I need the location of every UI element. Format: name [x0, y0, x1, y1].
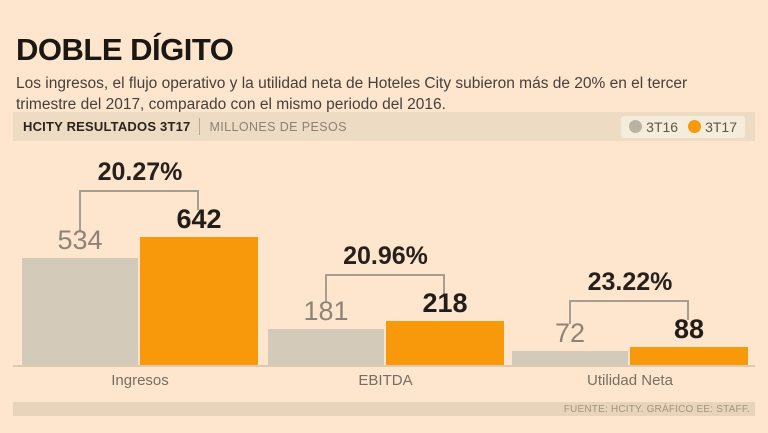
change-percent-label: 20.96%: [343, 241, 428, 270]
chart-header-label: HCITY RESULTADOS 3T17: [23, 119, 191, 134]
bracket-left-leg: [325, 274, 327, 302]
change-bracket: [325, 274, 445, 302]
legend-label-3t17: 3T17: [705, 118, 737, 135]
change-percent-label: 23.22%: [587, 267, 673, 296]
chart-baseline: [13, 365, 755, 367]
bar-3t16: [22, 258, 138, 365]
category-label: Ingresos: [111, 372, 169, 389]
source-credit: FUENTE: HCITY. GRÁFICO EE: STAFF.: [563, 403, 750, 415]
legend-dot-orange-icon: [688, 120, 702, 133]
bar-3t17: [630, 347, 748, 365]
bracket-right-leg: [197, 190, 199, 210]
page-title: DOBLE DÍGITO: [16, 31, 234, 67]
bar-3t17: [140, 237, 258, 365]
category-label: EBITDA: [358, 372, 413, 389]
bar-3t17: [386, 321, 504, 365]
bar-group-ingresos: 20.27% 534 642 Ingresos: [22, 150, 258, 393]
bracket-right-leg: [443, 274, 445, 294]
value-label-3t17: 642: [176, 204, 222, 234]
legend-item-3t16: 3T16: [629, 119, 678, 135]
change-percent-label: 20.27%: [97, 157, 183, 186]
bar-3t16: [268, 329, 384, 365]
bracket-left-leg: [79, 190, 81, 231]
legend-label-3t16: 3T16: [646, 118, 679, 135]
bar-group-utilidad-neta: 23.22% 72 88 Utilidad Neta: [512, 150, 748, 393]
value-label-3t17: 88: [673, 314, 705, 344]
legend: 3T16 3T17: [621, 115, 745, 138]
category-label: Utilidad Neta: [587, 372, 673, 389]
source-strip: FUENTE: HCITY. GRÁFICO EE: STAFF.: [13, 402, 755, 416]
chart-header-strip: HCITY RESULTADOS 3T17 MILLONES DE PESOS …: [13, 112, 755, 141]
bar-chart: 20.27% 534 642 Ingresos 20.96% 181 218 E…: [13, 150, 755, 393]
header-divider: [199, 118, 201, 135]
value-label-3t16: 181: [303, 296, 349, 326]
chart-units-label: MILLONES DE PESOS: [209, 119, 347, 134]
bracket-right-leg: [687, 300, 689, 320]
value-label-3t17: 218: [422, 288, 468, 318]
change-bracket: [79, 190, 199, 231]
bar-3t16: [512, 351, 628, 365]
bar-group-ebitda: 20.96% 181 218 EBITDA: [268, 150, 504, 393]
value-label-3t16: 72: [554, 318, 586, 348]
legend-item-3t17: 3T17: [688, 119, 737, 135]
change-bracket: [569, 300, 689, 324]
value-label-3t16: 534: [57, 225, 103, 255]
legend-dot-gray-icon: [629, 120, 643, 133]
bracket-left-leg: [569, 300, 571, 324]
subtitle-text: Los ingresos, el flujo operativo y la ut…: [16, 74, 688, 113]
